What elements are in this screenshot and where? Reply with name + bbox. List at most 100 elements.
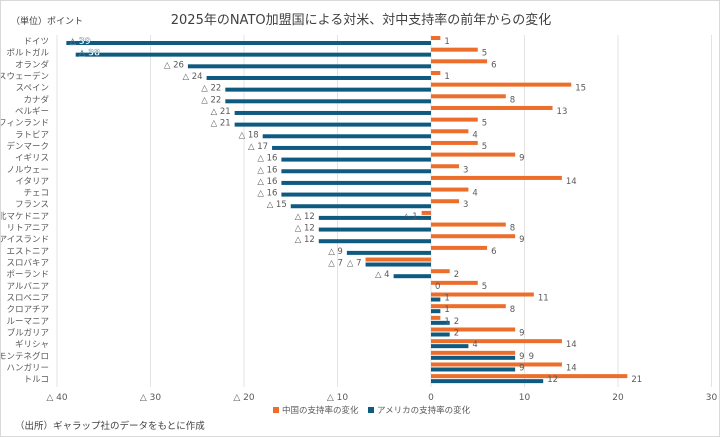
china-bar — [431, 280, 478, 285]
china-bar — [431, 327, 516, 332]
china-bar — [431, 304, 506, 309]
china-data-label: 4 — [472, 189, 477, 199]
category-label: アルバニア — [7, 282, 49, 292]
chart-title: 2025年のNATO加盟国による対米、対中支持率の前年からの変化 — [170, 13, 552, 28]
china-bar — [431, 350, 516, 355]
us-data-label: △ 16 — [257, 154, 277, 164]
legend-swatch — [273, 407, 279, 413]
china-bar — [431, 82, 572, 87]
us-bar — [225, 99, 431, 104]
us-data-label: 12 — [547, 375, 558, 385]
legend-label: 中国の支持率の変化 — [282, 405, 359, 416]
us-bar — [234, 122, 431, 127]
us-bar — [431, 297, 441, 302]
china-data-label: 9 — [519, 235, 524, 245]
category-label: ドイツ — [23, 37, 49, 47]
us-data-label: △ 12 — [295, 212, 315, 222]
legend-swatch — [368, 407, 374, 413]
china-bar — [431, 59, 488, 64]
category-label: イタリア — [15, 177, 49, 187]
china-bar — [431, 164, 460, 169]
category-label: ポルトガル — [6, 48, 49, 59]
us-data-label: 2 — [454, 329, 459, 339]
china-data-label: 3 — [463, 200, 468, 210]
china-data-label: 14 — [566, 340, 577, 350]
china-data-label: 14 — [566, 363, 577, 373]
us-data-label: △ 24 — [183, 72, 203, 82]
us-data-label: 1 — [444, 294, 449, 304]
us-bar — [225, 87, 431, 92]
us-bar — [431, 332, 450, 337]
us-data-label: △ 22 — [201, 84, 221, 94]
us-data-label: △ 21 — [211, 119, 231, 129]
china-data-label: △ 7 — [347, 259, 362, 269]
china-bar — [431, 339, 562, 344]
category-label: スウェーデン — [1, 71, 49, 82]
china-bar — [431, 36, 441, 40]
china-data-label: 6 — [491, 247, 496, 257]
us-bar — [281, 157, 431, 162]
category-label: スペイン — [16, 84, 49, 94]
category-label: アイスランド — [1, 235, 49, 245]
china-bar — [431, 47, 478, 52]
category-label: 北マケドニア — [1, 212, 49, 222]
us-bar — [318, 215, 431, 220]
china-data-label: 9 — [519, 154, 524, 164]
us-bar — [431, 344, 469, 349]
us-bar — [431, 320, 450, 325]
x-tick-label: 0 — [428, 393, 434, 403]
legend-label: アメリカの支持率の変化 — [377, 405, 471, 416]
category-label: ハンガリー — [6, 362, 49, 373]
us-bar — [187, 64, 431, 69]
category-label: イギリス — [15, 154, 49, 164]
china-bar — [431, 152, 516, 157]
china-data-label: 5 — [482, 49, 487, 59]
x-tick-label: △ 20 — [233, 393, 255, 403]
us-data-label: 2 — [454, 317, 459, 327]
china-bar — [431, 117, 478, 122]
china-data-label: 1 — [444, 37, 449, 47]
china-bar — [431, 175, 562, 180]
us-data-label: △ 4 — [375, 270, 390, 280]
china-data-label: 14 — [566, 177, 577, 187]
category-label: フランス — [15, 200, 49, 210]
china-bar — [431, 374, 628, 379]
category-label: モンテネグロ — [1, 351, 49, 362]
category-label: ラトビア — [15, 130, 49, 140]
unit-label: （単位）ポイント — [11, 17, 84, 27]
china-data-label: 2 — [454, 270, 459, 280]
category-label: スロベニア — [6, 294, 49, 304]
china-bar — [431, 269, 450, 274]
us-data-label: △ 21 — [211, 107, 231, 117]
china-data-label: 13 — [557, 107, 568, 117]
us-bar — [318, 227, 431, 232]
category-label: チェコ — [23, 189, 49, 199]
category-label: ギリシャ — [15, 340, 49, 350]
china-data-label: 5 — [482, 119, 487, 129]
category-label: ノルウェー — [6, 165, 49, 175]
category-label: ルーマニア — [6, 317, 49, 327]
us-data-label: △ 16 — [257, 165, 277, 175]
china-bar — [431, 292, 534, 297]
x-tick-label: 20 — [612, 393, 624, 403]
us-data-label: △ 22 — [201, 95, 221, 105]
china-bar — [431, 187, 469, 192]
us-bar — [272, 145, 431, 150]
china-bar — [365, 257, 431, 262]
category-label: ポーランド — [6, 270, 49, 280]
us-data-label: △ 18 — [239, 130, 259, 140]
us-bar — [431, 309, 441, 314]
us-data-label: △ 15 — [267, 200, 287, 210]
category-label: エストニア — [6, 247, 49, 257]
us-data-label: 9 — [519, 363, 524, 373]
china-bar — [431, 315, 441, 320]
us-bar — [281, 192, 431, 197]
china-data-label: 6 — [491, 60, 496, 70]
china-bar — [431, 70, 441, 75]
category-label: クロアチア — [7, 305, 49, 315]
us-data-label: △ 39 — [69, 37, 90, 47]
us-bar — [281, 169, 431, 174]
us-data-label: △ 16 — [257, 189, 277, 199]
